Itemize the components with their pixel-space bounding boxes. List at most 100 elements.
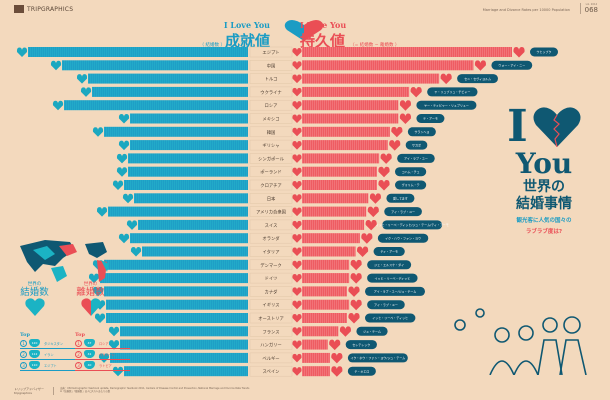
marriage-heart-marker	[116, 167, 128, 177]
title-i: I	[507, 101, 528, 152]
speech-bubble-text: アイ・ラブ・ユー/ジュ・テーム	[374, 289, 417, 294]
endurance-heart-marker	[348, 313, 360, 324]
speech-bubble-text: イク・ハウ・ファン・ヨウ	[385, 235, 421, 240]
country-name: ベラルーシ	[99, 352, 115, 357]
heart-value: 112	[29, 350, 40, 358]
endurance-heart-marker	[331, 366, 343, 377]
country-label-box	[249, 206, 293, 217]
marriage-heart-marker	[52, 100, 64, 111]
speech-bubble-text: ウヒッブク	[536, 49, 551, 54]
country-label: ポーランド	[260, 169, 281, 176]
endurance-bar	[302, 326, 339, 337]
speech-bubble-text: セニ・セヴィヨルム	[464, 76, 491, 81]
endurance-heart-marker	[399, 100, 412, 111]
endurance-legend-jp: 持久値	[300, 32, 346, 50]
country-label: エジプト	[262, 50, 279, 56]
marriage-heart-marker	[112, 180, 124, 190]
top-divorce-list: Top 1 47 ロシア 2 41 ベラルーシ 3 40 ラトビア	[75, 332, 130, 371]
endurance-heart-marker	[350, 273, 362, 284]
endurance-bar	[302, 166, 377, 177]
speech-bubble	[395, 180, 427, 190]
broken-heart-icon	[533, 107, 581, 148]
heart-value: 110	[29, 361, 40, 369]
endurance-bar	[302, 126, 390, 137]
marriage-legend-jp: 成就値	[224, 32, 270, 50]
footer-brand: トリップアドバイザー tripgraphics	[14, 387, 54, 395]
endurance-legend-en: I Love You	[300, 20, 347, 30]
endurance-bar	[302, 180, 377, 190]
endurance-bar	[302, 113, 399, 124]
endurance-heart-marker	[378, 166, 390, 178]
marriage-heart-marker	[76, 74, 88, 84]
world-marriage-large: 結婚数	[20, 287, 49, 298]
country-label-box	[249, 46, 293, 58]
marriage-bar	[124, 366, 248, 377]
country-label-box	[249, 246, 293, 257]
country-label-box	[249, 232, 293, 244]
country-name: ロシア	[99, 341, 109, 346]
rank-badge: 1	[20, 339, 27, 347]
marriage-bar	[130, 140, 248, 151]
endurance-heart-marker	[378, 180, 390, 191]
endurance-heart-marker	[348, 286, 360, 297]
country-label: スペイン	[263, 369, 280, 375]
country-label: ロシア	[265, 103, 278, 109]
marriage-heart-marker	[16, 47, 28, 57]
speech-bubble-text: アイ・ラブ・ユー	[404, 156, 428, 161]
marriage-heart-marker	[94, 313, 106, 323]
speech-bubble-text: ジュ・テーム	[363, 329, 381, 334]
endurance-bar	[302, 140, 388, 151]
divider-heart-icon	[292, 340, 302, 350]
speech-bubble	[347, 353, 408, 363]
endurance-legend: I Love You 持久値 （= 結婚数 − 離婚数 ）	[300, 20, 500, 51]
marriage-heart-marker	[50, 60, 62, 71]
top-marriage-title: Top	[20, 332, 30, 338]
country-label: デンマーク	[260, 262, 281, 269]
divider-heart-icon	[292, 274, 302, 283]
country-label: ウクライナ	[260, 89, 281, 96]
speech-bubble-text: ヴォリム・テ	[402, 182, 420, 187]
divider-heart-icon	[292, 127, 302, 137]
endurance-heart-marker	[380, 153, 392, 164]
divider-heart-icon	[292, 367, 302, 376]
marriage-heart-marker	[130, 247, 142, 257]
endurance-bar	[302, 193, 369, 204]
top-divorce-row: 2 41 ベラルーシ	[75, 349, 130, 360]
speech-bubble-text: イッヒ・リーベ・ディッヒ	[372, 315, 408, 320]
endurance-bar	[302, 299, 350, 310]
logo-icon	[14, 5, 24, 13]
rank-badge: 3	[20, 361, 27, 369]
rank-badge: 2	[75, 350, 82, 358]
endurance-bar	[302, 47, 512, 57]
speech-bubble-text: ヤー・ティビャー・リュブリュー	[424, 102, 469, 107]
speech-bubble-text: サガポ	[412, 142, 421, 147]
divider-heart-icon	[292, 101, 302, 110]
country-label: ドイツ	[265, 277, 278, 282]
divider-heart-icon	[292, 220, 302, 230]
endurance-bar	[302, 219, 365, 230]
title-jp-2: 結婚事情	[516, 196, 572, 212]
country-label-box	[249, 153, 293, 164]
speech-bubble-text: サランヘヨ	[414, 129, 429, 134]
country-label: ベルギー	[262, 356, 279, 362]
country-label: カナダ	[265, 288, 279, 295]
speech-bubble	[377, 233, 429, 243]
country-label: メキシコ	[262, 117, 279, 123]
country-label-box	[249, 126, 293, 138]
endurance-heart-marker	[350, 259, 362, 271]
speech-bubble	[365, 286, 425, 296]
marriage-legend-en: I Love You	[223, 20, 270, 30]
speech-bubble	[395, 167, 427, 177]
endurance-bar	[302, 100, 399, 111]
title-question-2: ラブラブ度は?	[525, 229, 563, 235]
marriage-bar	[138, 219, 248, 230]
divider-heart-icon	[292, 167, 302, 177]
country-label: 韓国	[267, 129, 276, 136]
marriage-legend: I Love You （ 結婚数 ）成就値	[150, 20, 270, 51]
top-divorce-row: 1 47 ロシア	[75, 338, 130, 349]
endurance-bar	[302, 60, 474, 71]
speech-bubble-text: 愛してます	[393, 196, 408, 201]
country-label: オーストリア	[258, 316, 284, 322]
marriage-bar	[142, 246, 248, 257]
